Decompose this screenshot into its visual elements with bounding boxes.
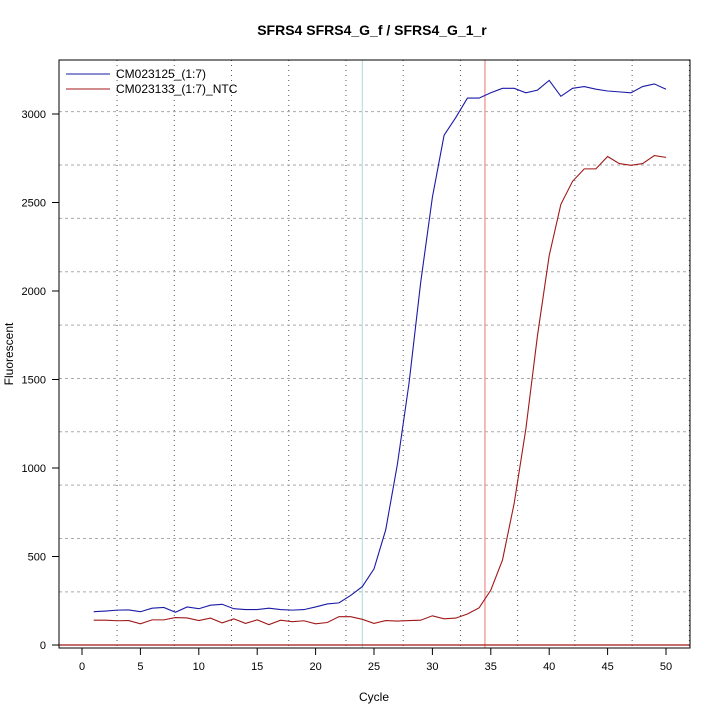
y-tick-label: 1000 [22, 463, 46, 475]
series-lines [93, 79, 667, 626]
x-tick-label: 35 [485, 661, 497, 673]
y-tick-label: 0 [40, 640, 46, 652]
legend-label-0: CM023125_(1:7) [116, 67, 206, 81]
x-tick-label: 10 [193, 661, 205, 673]
y-axis: 0 500 1000 1500 2000 2500 3000 [22, 109, 59, 652]
x-tick-label: 25 [368, 661, 380, 673]
y-tick-label: 2500 [22, 198, 46, 210]
x-tick-label: 20 [309, 661, 321, 673]
x-tick-label: 40 [543, 661, 555, 673]
x-axis: 0 5 10 15 20 25 30 35 40 45 50 [79, 648, 672, 673]
series-line-0 [93, 79, 667, 613]
plot-frame [58, 59, 691, 649]
x-tick-label: 45 [601, 661, 613, 673]
legend-label-1: CM023133_(1:7)_NTC [116, 82, 238, 96]
legend: CM023125_(1:7) CM023133_(1:7)_NTC [66, 67, 238, 96]
x-tick-label: 30 [426, 661, 438, 673]
y-tick-label: 3000 [22, 109, 46, 121]
y-tick-label: 2000 [22, 286, 46, 298]
series-line-1 [93, 155, 667, 626]
x-tick-label: 50 [660, 661, 672, 673]
reference-lines [59, 60, 690, 648]
y-axis-label: Fluorescent [2, 322, 16, 385]
y-tick-label: 500 [28, 552, 46, 564]
x-tick-label: 15 [251, 661, 263, 673]
y-tick-label: 1500 [22, 375, 46, 387]
x-axis-label: Cycle [359, 690, 389, 704]
grid [59, 60, 690, 648]
x-tick-label: 0 [79, 661, 85, 673]
chart-title: SFRS4 SFRS4_G_f / SFRS4_G_1_r [257, 22, 487, 38]
x-tick-label: 5 [137, 661, 143, 673]
